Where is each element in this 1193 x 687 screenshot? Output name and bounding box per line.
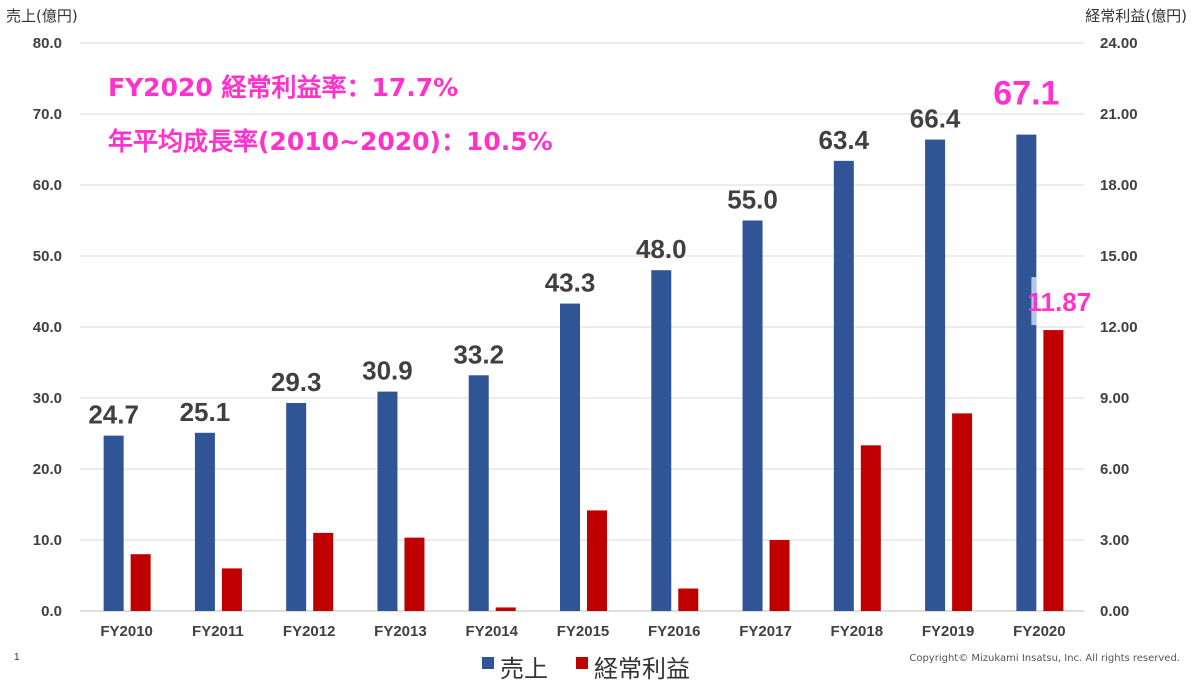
sales-bar	[833, 160, 854, 612]
x-tick-label: FY2015	[557, 623, 610, 640]
profit-bar	[404, 537, 425, 611]
x-tick-label: FY2013	[374, 623, 427, 640]
sales-bar	[742, 220, 763, 611]
sales-bar	[286, 402, 307, 611]
y-right-tick-label: 15.00	[1100, 248, 1138, 265]
x-axis: FY2010 FY2011 FY2012 FY2013 FY2014 FY2015 FY20…	[100, 623, 1065, 640]
y-left-tick-label: 60.0	[33, 177, 62, 194]
y-axis-right-title: 経常利益(億円)	[1085, 7, 1187, 25]
y-left-tick-label: 30.0	[33, 390, 62, 407]
profit-label-marker	[1031, 277, 1037, 326]
sales-bar	[925, 139, 946, 611]
legend: 売上 経常利益	[482, 655, 690, 683]
y-left-tick-label: 20.0	[33, 461, 62, 478]
sales-value-label: 43.3	[545, 268, 596, 298]
y-right-tick-label: 9.00	[1100, 390, 1129, 407]
y-right-tick-label: 3.00	[1100, 532, 1129, 549]
y-left-tick-label: 0.0	[41, 603, 62, 620]
sales-value-label: 33.2	[453, 339, 504, 369]
legend-label-profit: 経常利益	[594, 655, 690, 683]
sales-bar	[651, 270, 672, 611]
sales-value-label: 55.0	[727, 185, 778, 215]
y-axis-left: 0.0 10.0 20.0 30.0 40.0 50.0 60.0 70.0 80.0	[33, 35, 62, 620]
data-labels: 24.7 25.1 29.3 30.9 33.2 43.3 48.0 55.0 63.4 66.4…	[88, 75, 1091, 430]
legend-swatch-sales	[482, 657, 494, 669]
y-left-tick-label: 50.0	[33, 248, 62, 265]
profit-bar	[952, 413, 973, 611]
sales-value-label: 29.3	[271, 367, 322, 397]
profit-value-label: 11.87	[1028, 287, 1092, 317]
sales-bar	[560, 303, 580, 611]
x-tick-label: FY2014	[465, 623, 518, 640]
y-right-tick-label: 12.00	[1100, 319, 1138, 336]
profit-bar	[130, 554, 151, 611]
sales-bar	[1016, 134, 1037, 611]
sales-bar	[194, 432, 215, 611]
sales-value-label: 24.7	[88, 400, 139, 430]
sales-value-label: 67.1	[993, 75, 1059, 113]
gridlines	[80, 42, 1084, 612]
profit-bar	[313, 532, 334, 611]
y-right-tick-label: 18.00	[1100, 177, 1138, 194]
margin-annotation: FY2020 経常利益率：17.7%	[108, 73, 458, 102]
sales-value-label: 30.9	[362, 356, 413, 386]
sales-value-label: 66.4	[910, 104, 961, 134]
profit-bar	[769, 540, 790, 611]
profit-bar	[221, 568, 242, 611]
profit-bar	[678, 588, 699, 611]
x-tick-label: FY2016	[648, 623, 701, 640]
x-tick-label: FY2020	[1013, 623, 1066, 640]
y-axis-left-title: 売上(億円)	[6, 7, 78, 25]
page-number: 1	[14, 652, 20, 663]
y-left-tick-label: 40.0	[33, 319, 62, 336]
sales-bar	[377, 391, 398, 611]
profit-bar	[495, 607, 516, 611]
y-right-tick-label: 6.00	[1100, 461, 1129, 478]
profit-bar	[1043, 330, 1064, 611]
y-right-tick-label: 21.00	[1100, 106, 1138, 123]
y-right-tick-label: 0.00	[1100, 603, 1129, 620]
y-right-tick-label: 24.00	[1100, 35, 1138, 52]
sales-value-label: 25.1	[180, 397, 231, 427]
profit-bar	[860, 445, 881, 611]
x-tick-label: FY2018	[831, 623, 884, 640]
y-left-tick-label: 70.0	[33, 106, 62, 123]
y-left-tick-label: 80.0	[33, 35, 62, 52]
sales-bar	[103, 435, 124, 611]
bars	[103, 134, 1064, 612]
legend-label-sales: 売上	[500, 655, 548, 683]
y-axis-right: 0.00 3.00 6.00 9.00 12.00 15.00 18.00 21.00 24.0…	[1100, 35, 1138, 620]
x-tick-label: FY2011	[192, 623, 244, 640]
x-tick-label: FY2019	[922, 623, 975, 640]
legend-swatch-profit	[576, 657, 588, 669]
sales-value-label: 63.4	[819, 125, 870, 155]
sales-bar	[468, 375, 489, 611]
y-left-tick-label: 10.0	[33, 532, 62, 549]
copyright-notice: Copyright© Mizukami Insatsu, Inc. All ri…	[909, 653, 1180, 664]
profit-bar	[587, 510, 607, 611]
x-tick-label: FY2010	[100, 623, 153, 640]
growth-annotation: 年平均成長率(2010~2020)：10.5%	[108, 127, 553, 156]
x-tick-label: FY2012	[283, 623, 336, 640]
x-tick-label: FY2017	[739, 623, 792, 640]
sales-value-label: 48.0	[636, 234, 687, 264]
